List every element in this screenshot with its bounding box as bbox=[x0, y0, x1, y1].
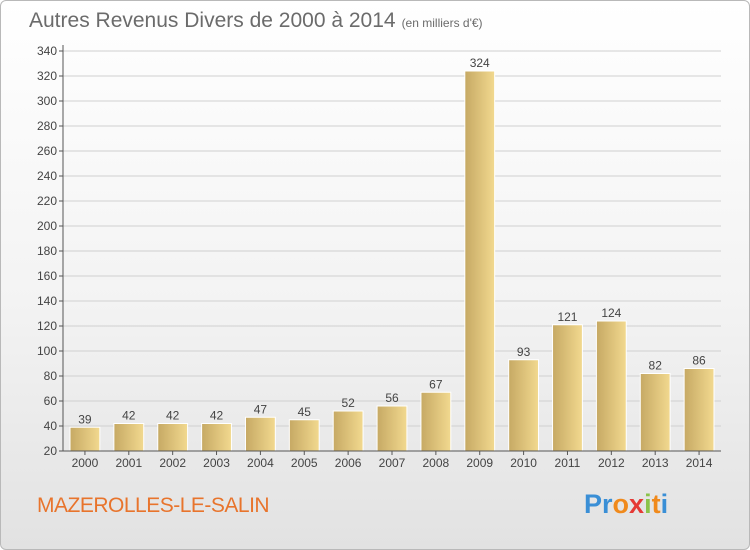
x-tick-label: 2012 bbox=[598, 456, 625, 470]
y-tick-label: 120 bbox=[37, 319, 57, 333]
location-name: MAZEROLLES-LE-SALIN bbox=[37, 494, 270, 517]
bar-2011 bbox=[552, 324, 583, 452]
bar-2012 bbox=[595, 320, 627, 452]
x-tick-label: 2008 bbox=[423, 456, 450, 470]
value-label: 45 bbox=[298, 405, 312, 419]
bar-2014 bbox=[683, 368, 715, 452]
bar-2006 bbox=[332, 410, 364, 452]
bar-2003 bbox=[201, 423, 232, 452]
x-tick-label: 2001 bbox=[115, 456, 142, 470]
y-tick-label: 40 bbox=[44, 419, 58, 433]
proxiti-logo: Proxiti bbox=[584, 489, 669, 519]
x-tick-label: 2005 bbox=[291, 456, 318, 470]
bar-2009 bbox=[464, 70, 496, 452]
x-tick-label: 2007 bbox=[379, 456, 406, 470]
bar-2007 bbox=[376, 405, 408, 452]
value-label: 42 bbox=[166, 409, 180, 423]
value-label: 93 bbox=[517, 345, 531, 359]
y-tick-label: 160 bbox=[37, 269, 57, 283]
y-tick-label: 220 bbox=[37, 194, 57, 208]
chart-title: Autres Revenus Divers de 2000 à 2014 (en … bbox=[29, 9, 483, 33]
chart-unit: (en milliers d'€) bbox=[401, 16, 483, 30]
value-label: 56 bbox=[385, 391, 399, 405]
value-label: 324 bbox=[470, 56, 490, 70]
y-tick-label: 80 bbox=[44, 369, 58, 383]
value-label: 42 bbox=[122, 409, 136, 423]
y-tick-label: 300 bbox=[37, 94, 57, 108]
labels: 20 40 60 80 100 120 140 160 180 200 220 240 260 280 30… bbox=[37, 44, 713, 470]
value-label: 124 bbox=[601, 306, 621, 320]
y-tick-label: 280 bbox=[37, 119, 57, 133]
bar-2000 bbox=[69, 426, 101, 452]
x-tick-label: 2002 bbox=[159, 456, 186, 470]
bar-2005 bbox=[288, 419, 320, 452]
y-tick-label: 100 bbox=[37, 344, 57, 358]
y-tick-label: 320 bbox=[37, 69, 57, 83]
x-tick-label: 2000 bbox=[72, 456, 99, 470]
bars bbox=[69, 70, 715, 452]
bar-2002 bbox=[157, 423, 189, 452]
value-label: 52 bbox=[341, 396, 355, 410]
y-tick-label: 240 bbox=[37, 169, 57, 183]
x-tick-label: 2009 bbox=[466, 456, 493, 470]
x-tick-label: 2006 bbox=[335, 456, 362, 470]
value-label: 121 bbox=[557, 310, 577, 324]
x-tick-label: 2013 bbox=[642, 456, 669, 470]
x-tick-label: 2003 bbox=[203, 456, 230, 470]
value-label: 67 bbox=[429, 377, 443, 391]
value-label: 47 bbox=[254, 402, 268, 416]
y-tick-label: 20 bbox=[44, 444, 58, 458]
value-label: 82 bbox=[649, 359, 663, 373]
x-tick-label: 2010 bbox=[510, 456, 537, 470]
bar-2008 bbox=[420, 391, 452, 452]
value-label: 86 bbox=[692, 354, 706, 368]
y-tick-label: 260 bbox=[37, 144, 57, 158]
axes bbox=[59, 45, 721, 455]
y-tick-label: 60 bbox=[44, 394, 58, 408]
y-tick-label: 180 bbox=[37, 244, 57, 258]
value-label: 39 bbox=[78, 412, 92, 426]
x-tick-label: 2011 bbox=[555, 456, 581, 470]
x-tick-label: 2004 bbox=[247, 456, 274, 470]
y-tick-label: 140 bbox=[37, 294, 57, 308]
value-label: 42 bbox=[210, 409, 224, 423]
bar-2013 bbox=[639, 373, 671, 452]
y-tick-label: 200 bbox=[37, 219, 57, 233]
y-tick-label: 340 bbox=[37, 44, 57, 58]
bar-2010 bbox=[508, 359, 540, 452]
chart-title-text: Autres Revenus Divers de 2000 à 2014 bbox=[29, 9, 396, 32]
bar-2004 bbox=[244, 416, 276, 452]
bar-2001 bbox=[113, 423, 145, 452]
x-tick-label: 2014 bbox=[686, 456, 713, 470]
